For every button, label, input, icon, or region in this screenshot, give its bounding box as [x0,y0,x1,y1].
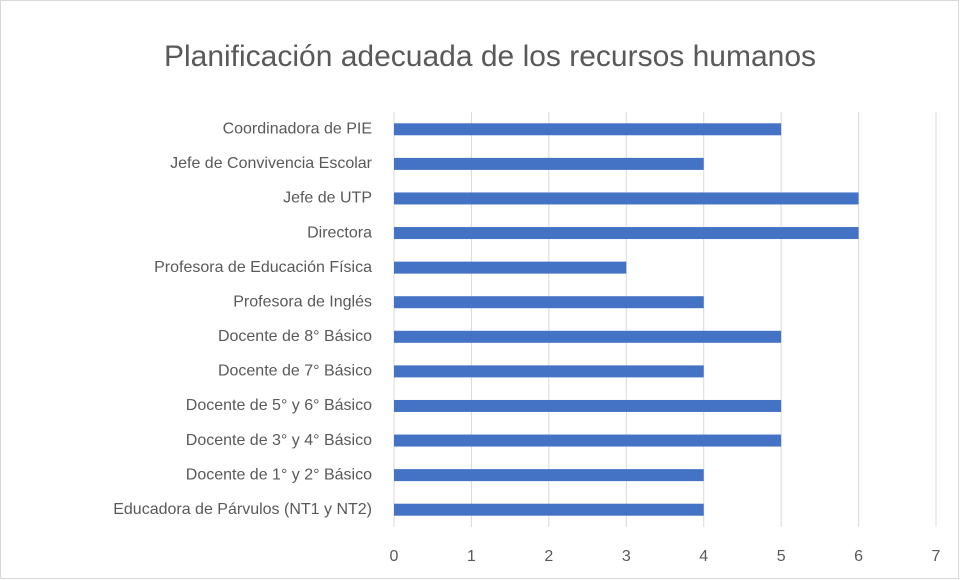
x-tick-label: 7 [932,548,941,565]
x-tick-label: 3 [622,548,631,565]
y-tick-label: Docente de 5° y 6° Básico [186,397,372,414]
bar [394,503,704,516]
bar [394,434,782,447]
bar [394,261,627,274]
y-tick-label: Coordinadora de PIE [223,121,372,138]
y-tick-label: Docente de 3° y 4° Básico [186,432,372,449]
y-tick-label: Profesora de Inglés [233,293,372,310]
x-tick-label: 4 [699,548,708,565]
y-tick-label: Docente de 8° Básico [218,328,372,345]
bar [394,469,704,482]
bar [394,192,859,205]
bar [394,123,782,136]
y-tick-label: Directora [307,224,372,241]
y-tick-label: Jefe de Convivencia Escolar [170,155,373,172]
bar [394,227,859,240]
y-tick-label: Docente de 7° Básico [218,363,372,380]
x-tick-label: 1 [467,548,476,565]
y-tick-label: Jefe de UTP [283,190,372,207]
bar [394,157,704,170]
x-tick-label: 0 [390,548,399,565]
bar [394,330,782,343]
bar [394,296,704,309]
y-tick-label: Docente de 1° y 2° Básico [186,466,372,483]
y-tick-label: Profesora de Educación Física [154,259,372,276]
x-tick-label: 5 [777,548,786,565]
chart-title: Planificación adecuada de los recursos h… [164,40,816,73]
bar [394,399,782,412]
bar [394,365,704,378]
y-tick-label: Educadora de Párvulos (NT1 y NT2) [113,501,372,518]
x-tick-label: 6 [854,548,863,565]
x-tick-label: 2 [544,548,553,565]
